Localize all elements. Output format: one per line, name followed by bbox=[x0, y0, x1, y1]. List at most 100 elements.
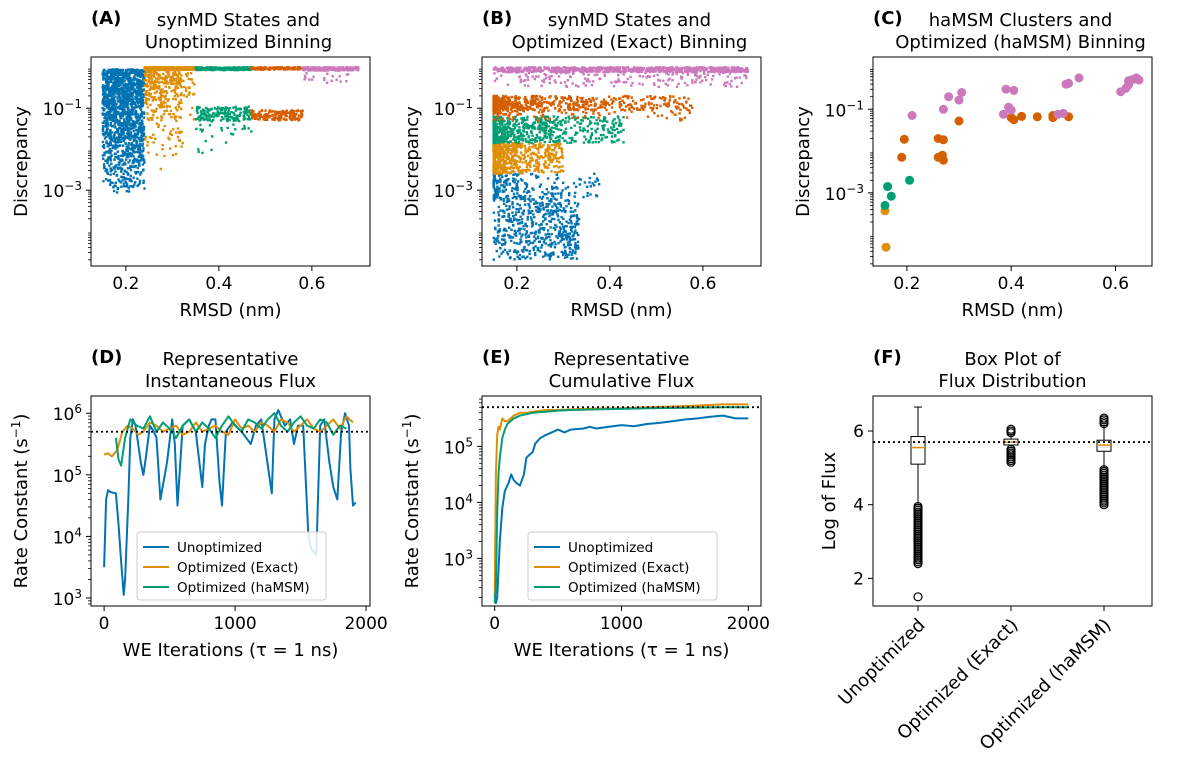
scatter-point bbox=[614, 121, 618, 125]
scatter-point bbox=[197, 148, 200, 151]
scatter-point bbox=[122, 75, 125, 78]
scatter-point bbox=[123, 83, 126, 87]
scatter-point bbox=[556, 209, 560, 212]
scatter-point bbox=[238, 68, 241, 71]
scatter-point bbox=[242, 118, 245, 121]
scatter-point bbox=[111, 93, 114, 96]
scatter-point bbox=[304, 76, 307, 79]
scatter-point bbox=[551, 158, 554, 162]
scatter-point bbox=[166, 99, 170, 102]
scatter-point bbox=[555, 225, 558, 228]
scatter-point bbox=[206, 66, 209, 69]
scatter-point bbox=[521, 171, 524, 174]
scatter-point bbox=[345, 80, 348, 83]
scatter-point bbox=[513, 160, 516, 163]
scatter-point bbox=[145, 82, 148, 86]
scatter-point bbox=[541, 138, 544, 142]
scatter-point bbox=[540, 243, 544, 247]
scatter-point bbox=[278, 68, 282, 71]
scatter-point bbox=[143, 70, 146, 73]
scatter-point bbox=[323, 78, 326, 82]
scatter-point bbox=[144, 100, 148, 104]
scatter-point bbox=[154, 98, 157, 102]
scatter-point bbox=[192, 93, 195, 96]
scatter-point bbox=[542, 206, 545, 210]
scatter-point bbox=[273, 113, 277, 117]
scatter-point bbox=[116, 106, 120, 110]
scatter-point bbox=[128, 120, 131, 124]
scatter-point bbox=[141, 88, 144, 91]
scatter-point bbox=[229, 66, 232, 70]
scatter-point bbox=[555, 198, 558, 201]
scatter-point bbox=[217, 106, 220, 109]
scatter-point bbox=[109, 183, 112, 186]
scatter-point bbox=[544, 252, 548, 256]
scatter-point bbox=[556, 135, 559, 139]
scatter-point bbox=[614, 135, 617, 138]
scatter-point bbox=[123, 120, 126, 123]
scatter-point bbox=[157, 123, 160, 127]
scatter-point bbox=[595, 177, 599, 180]
scatter-point bbox=[114, 137, 118, 140]
scatter-point bbox=[222, 117, 225, 121]
scatter-point bbox=[155, 107, 158, 111]
scatter-point bbox=[213, 115, 216, 118]
scatter-point bbox=[603, 124, 606, 127]
scatter-point bbox=[119, 159, 123, 163]
scatter-point bbox=[146, 144, 149, 147]
scatter-point bbox=[514, 115, 517, 119]
scatter-point bbox=[558, 201, 562, 205]
scatter-point bbox=[495, 155, 499, 158]
scatter-point bbox=[534, 168, 538, 171]
scatter-point bbox=[178, 82, 181, 86]
scatter-point bbox=[553, 123, 556, 126]
scatter-point bbox=[137, 69, 140, 72]
scatter-point bbox=[494, 227, 497, 231]
scatter-point bbox=[238, 66, 241, 69]
scatter-point bbox=[139, 72, 142, 75]
scatter-point bbox=[570, 126, 573, 130]
scatter-point bbox=[217, 112, 221, 115]
scatter-point bbox=[102, 98, 105, 101]
scatter-point bbox=[593, 172, 596, 175]
scatter-point bbox=[529, 216, 533, 219]
scatter-point bbox=[158, 84, 161, 88]
scatter-point bbox=[136, 74, 140, 78]
scatter-point bbox=[566, 232, 570, 236]
scatter-point bbox=[129, 99, 132, 102]
scatter-point bbox=[114, 71, 118, 75]
scatter-point bbox=[129, 131, 133, 134]
scatter-point bbox=[144, 135, 148, 139]
scatter-point bbox=[184, 68, 187, 71]
scatter-point bbox=[128, 159, 132, 162]
scatter-point bbox=[513, 241, 516, 244]
scatter-point bbox=[537, 148, 540, 151]
scatter-point bbox=[173, 94, 177, 98]
scatter-point bbox=[526, 149, 530, 153]
scatter-point bbox=[116, 74, 119, 78]
scatter-point bbox=[137, 80, 140, 83]
scatter-point bbox=[212, 112, 215, 115]
scatter-point bbox=[123, 122, 127, 125]
scatter-point bbox=[130, 87, 133, 90]
scatter-point bbox=[172, 89, 176, 92]
scatter-point bbox=[515, 124, 518, 127]
scatter-point bbox=[162, 105, 166, 108]
scatter-point bbox=[528, 198, 531, 201]
scatter-point bbox=[524, 257, 527, 260]
scatter-point bbox=[556, 187, 559, 190]
scatter-point bbox=[113, 123, 116, 126]
scatter-point bbox=[135, 139, 138, 142]
scatter-point bbox=[174, 98, 177, 101]
scatter-point bbox=[547, 152, 550, 155]
scatter-point bbox=[557, 241, 560, 245]
scatter-point bbox=[107, 142, 110, 145]
scatter-point bbox=[506, 194, 509, 198]
scatter-point bbox=[568, 117, 571, 120]
scatter-point bbox=[554, 192, 557, 195]
scatter-point bbox=[528, 146, 531, 149]
scatter-point bbox=[103, 151, 106, 155]
scatter-point bbox=[122, 162, 126, 165]
scatter-point bbox=[179, 93, 183, 97]
scatter-point bbox=[508, 207, 511, 210]
